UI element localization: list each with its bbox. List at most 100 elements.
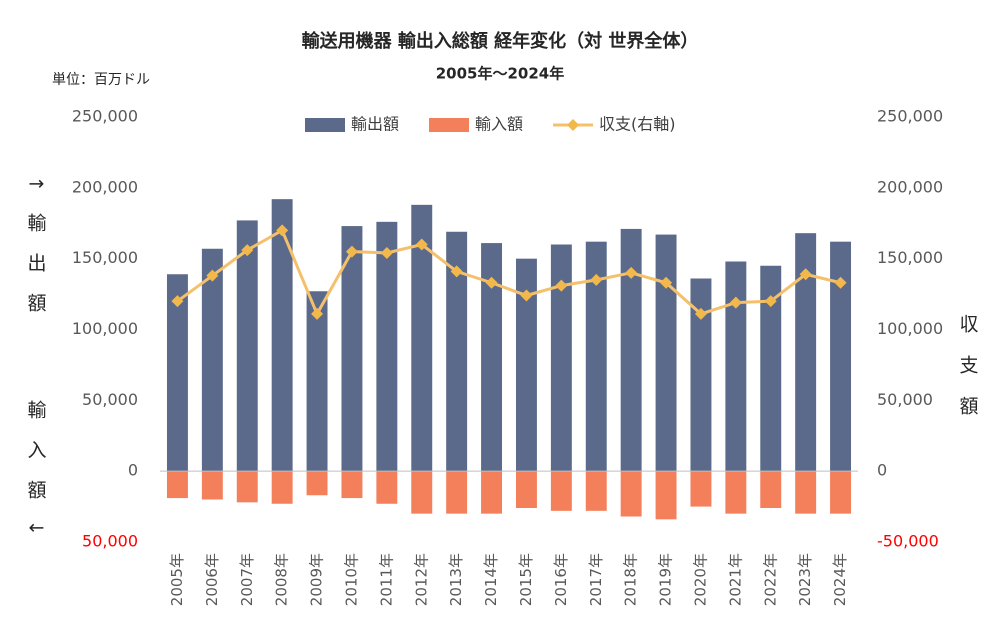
- legend-label: 収支(右軸): [599, 115, 676, 134]
- line-marker: [380, 247, 393, 259]
- y-tick-label: 0: [128, 461, 138, 480]
- y-tick-label: 150,000: [72, 248, 138, 267]
- legend-label: 輸入額: [475, 115, 523, 134]
- bar: [306, 291, 328, 472]
- x-tick-label: 2008年: [273, 553, 291, 606]
- bar: [341, 471, 363, 499]
- y-tick-label: 50,000: [82, 390, 138, 409]
- y2-tick-label: 0: [877, 461, 887, 480]
- bar: [376, 471, 398, 504]
- bar: [411, 204, 433, 472]
- legend-swatch: [429, 118, 470, 132]
- y2-tick-label: 150,000: [877, 248, 943, 267]
- line-marker: [520, 289, 533, 302]
- line-marker: [834, 276, 847, 289]
- y-tick-label: 100,000: [72, 319, 138, 338]
- bar: [515, 471, 537, 508]
- bar: [481, 243, 503, 472]
- y2-tick-label: -50,000: [877, 532, 939, 551]
- line-marker: [450, 265, 463, 278]
- y-axis-label: 輸入額↓: [25, 400, 47, 557]
- bar: [236, 471, 258, 503]
- y-tick-label: 50,000: [82, 532, 138, 551]
- line-marker: [345, 245, 358, 258]
- chart-title: 輸送用機器 輸出入総額 経年変化（対 世界全体）: [302, 30, 699, 52]
- bar: [550, 244, 572, 472]
- bar: [620, 471, 642, 517]
- legend-label: 輸出額: [351, 115, 399, 134]
- x-tick-label: 2020年: [691, 553, 709, 606]
- legend-swatch: [305, 118, 345, 132]
- bar: [795, 233, 817, 472]
- bar: [550, 471, 572, 511]
- bar: [760, 471, 782, 508]
- line-marker: [625, 266, 638, 279]
- line-marker: [555, 279, 568, 292]
- bar: [166, 274, 188, 472]
- x-tick-label: 2012年: [412, 553, 430, 606]
- line-marker: [694, 307, 707, 320]
- line-marker: [415, 238, 428, 251]
- x-tick-label: 2021年: [726, 553, 744, 606]
- line-marker: [241, 244, 254, 257]
- bar: [271, 471, 293, 504]
- legend-swatch: [567, 119, 580, 131]
- x-tick-label: 2018年: [622, 553, 640, 606]
- y2-tick-label: 250,000: [877, 107, 943, 126]
- x-tick-label: 2014年: [482, 553, 500, 606]
- line-marker: [311, 307, 324, 320]
- x-tick-label: 2015年: [517, 553, 535, 606]
- bar: [376, 221, 398, 472]
- bar: [166, 471, 188, 499]
- x-tick-label: 2019年: [657, 553, 675, 606]
- x-tick-label: 2011年: [377, 553, 395, 606]
- bar: [620, 228, 642, 472]
- y2-tick-label: 100,000: [877, 319, 943, 338]
- bar: [760, 265, 782, 472]
- bar: [481, 471, 503, 514]
- x-tick-label: 2006年: [203, 553, 221, 606]
- line-marker: [764, 295, 777, 308]
- x-tick-label: 2016年: [552, 553, 570, 606]
- bar: [446, 231, 468, 472]
- bar: [201, 471, 223, 500]
- bar: [341, 226, 363, 472]
- bar: [725, 471, 747, 514]
- x-tick-label: 2009年: [308, 553, 326, 606]
- bar: [585, 241, 607, 472]
- line-marker: [485, 276, 498, 289]
- y2-tick-label: 200,000: [877, 177, 943, 196]
- bar: [690, 278, 712, 472]
- line-marker: [206, 269, 219, 282]
- x-tick-label: 2023年: [796, 553, 814, 606]
- bar: [655, 234, 677, 472]
- y-tick-label: 200,000: [72, 177, 138, 196]
- bar: [585, 471, 607, 511]
- line-marker: [729, 296, 742, 309]
- line-marker: [276, 224, 289, 237]
- x-tick-label: 2010年: [342, 553, 360, 606]
- x-tick-label: 2017年: [587, 553, 605, 606]
- bar: [795, 471, 817, 514]
- line-marker: [660, 276, 673, 289]
- chart-subtitle: 2005年～2024年: [436, 65, 565, 83]
- bar: [830, 471, 852, 514]
- y-tick-label: 250,000: [72, 107, 138, 126]
- x-tick-label: 2022年: [761, 553, 779, 606]
- bar: [306, 471, 328, 496]
- bar: [201, 248, 223, 472]
- line: [176, 228, 841, 318]
- bar: [515, 258, 537, 472]
- bar: [830, 241, 852, 472]
- bar: [690, 471, 712, 507]
- y-axis-label: ↑輸出額: [25, 176, 47, 333]
- line-marker: [799, 268, 812, 281]
- bar: [655, 471, 677, 520]
- bar: [446, 471, 468, 514]
- line-marker: [171, 295, 184, 308]
- bar: [271, 199, 293, 472]
- y2-tick-label: 50,000: [877, 390, 933, 409]
- line-marker: [590, 273, 603, 286]
- bar: [725, 261, 747, 472]
